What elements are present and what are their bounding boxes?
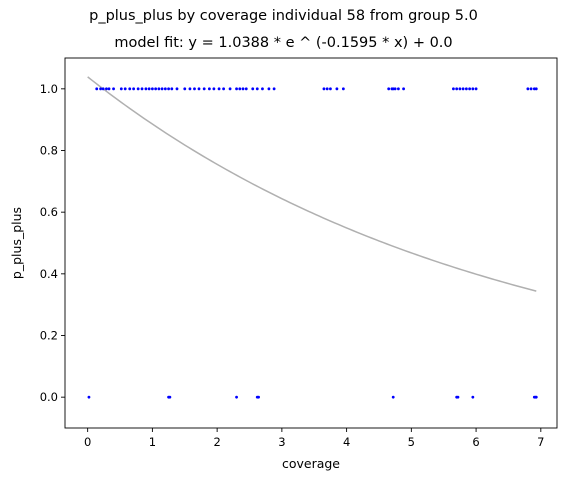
data-point: [341, 87, 345, 91]
data-point: [140, 87, 144, 91]
data-point: [471, 87, 475, 91]
data-point: [95, 87, 99, 91]
data-point: [202, 87, 206, 91]
data-point: [212, 87, 216, 91]
data-point: [468, 87, 472, 91]
data-point: [325, 87, 329, 91]
x-tick-label: 3: [278, 435, 285, 449]
data-point: [188, 87, 192, 91]
data-point: [107, 87, 111, 91]
data-point: [235, 395, 238, 399]
data-point: [526, 87, 530, 91]
plot-marks: [87, 76, 538, 399]
y-tick-label: 0.4: [40, 267, 58, 281]
data-point: [534, 395, 538, 399]
data-point: [132, 87, 136, 91]
y-tick-label: 0.8: [40, 144, 58, 158]
data-point: [391, 395, 395, 399]
x-tick-label: 1: [149, 435, 156, 449]
x-tick-label: 6: [472, 435, 479, 449]
x-tick-label: 4: [343, 435, 350, 449]
data-point: [529, 87, 533, 91]
data-point: [157, 87, 161, 91]
y-axis-label: p_plus_plus: [9, 207, 24, 279]
data-point: [154, 87, 158, 91]
data-point: [456, 395, 460, 399]
data-point: [396, 87, 400, 91]
data-point: [272, 87, 276, 91]
y-tick-label: 0.2: [40, 329, 58, 343]
data-point: [235, 87, 238, 91]
data-point: [168, 395, 172, 399]
chart-subtitle: model fit: y = 1.0388 * e ^ (-0.1595 * x…: [114, 35, 453, 51]
data-point: [391, 87, 395, 91]
data-point: [238, 87, 242, 91]
data-point: [175, 87, 179, 91]
data-point: [335, 87, 339, 91]
data-point: [99, 87, 103, 91]
data-point: [452, 87, 455, 91]
data-point: [183, 87, 187, 91]
data-point: [105, 87, 108, 91]
data-point: [222, 87, 226, 91]
data-point: [217, 87, 221, 91]
data-point: [267, 87, 271, 91]
y-tick-label: 0.6: [40, 205, 58, 219]
data-point: [197, 87, 201, 91]
plot-frame: [64, 57, 558, 429]
data-point: [458, 87, 462, 91]
x-tick-label: 5: [408, 435, 415, 449]
data-point: [261, 87, 264, 91]
data-point: [123, 87, 127, 91]
data-point: [87, 395, 91, 399]
data-point: [322, 87, 326, 91]
data-point: [167, 87, 170, 91]
data-point: [534, 87, 538, 91]
data-point: [474, 87, 478, 91]
data-point: [193, 87, 196, 91]
data-point: [471, 395, 475, 399]
fit-line: [87, 76, 537, 292]
data-point: [329, 87, 332, 91]
data-point: [136, 87, 140, 91]
y-tick-label: 0.0: [40, 390, 58, 404]
data-point: [241, 87, 245, 91]
data-point: [532, 87, 536, 91]
data-point: [150, 87, 154, 91]
data-point: [160, 87, 164, 91]
data-point: [228, 87, 232, 91]
data-point: [112, 87, 115, 91]
data-point: [257, 395, 260, 399]
data-point: [255, 87, 259, 91]
x-axis: 0 1 2 3 4 5 6 7: [84, 428, 544, 449]
data-point: [244, 87, 248, 91]
chart-title: p_plus_plus by coverage individual 58 fr…: [89, 8, 478, 24]
data-point: [387, 87, 391, 91]
x-tick-label: 0: [84, 435, 91, 449]
y-tick-label: 1.0: [40, 82, 58, 96]
data-point: [207, 87, 211, 91]
y-axis: 0.0 0.2 0.4 0.6 0.8 1.0: [40, 82, 65, 404]
data-point: [147, 87, 151, 91]
data-point: [464, 87, 468, 91]
x-axis-label: coverage: [282, 456, 340, 471]
data-point: [393, 87, 397, 91]
data-point: [128, 87, 132, 91]
data-point: [402, 87, 405, 91]
data-point: [101, 87, 105, 91]
data-point: [119, 87, 123, 91]
data-point: [251, 87, 255, 91]
x-tick-label: 2: [213, 435, 220, 449]
data-point: [455, 87, 459, 91]
data-point: [461, 87, 465, 91]
data-point: [163, 87, 167, 91]
x-tick-label: 7: [537, 435, 544, 449]
data-point: [170, 87, 174, 91]
data-point: [144, 87, 148, 91]
